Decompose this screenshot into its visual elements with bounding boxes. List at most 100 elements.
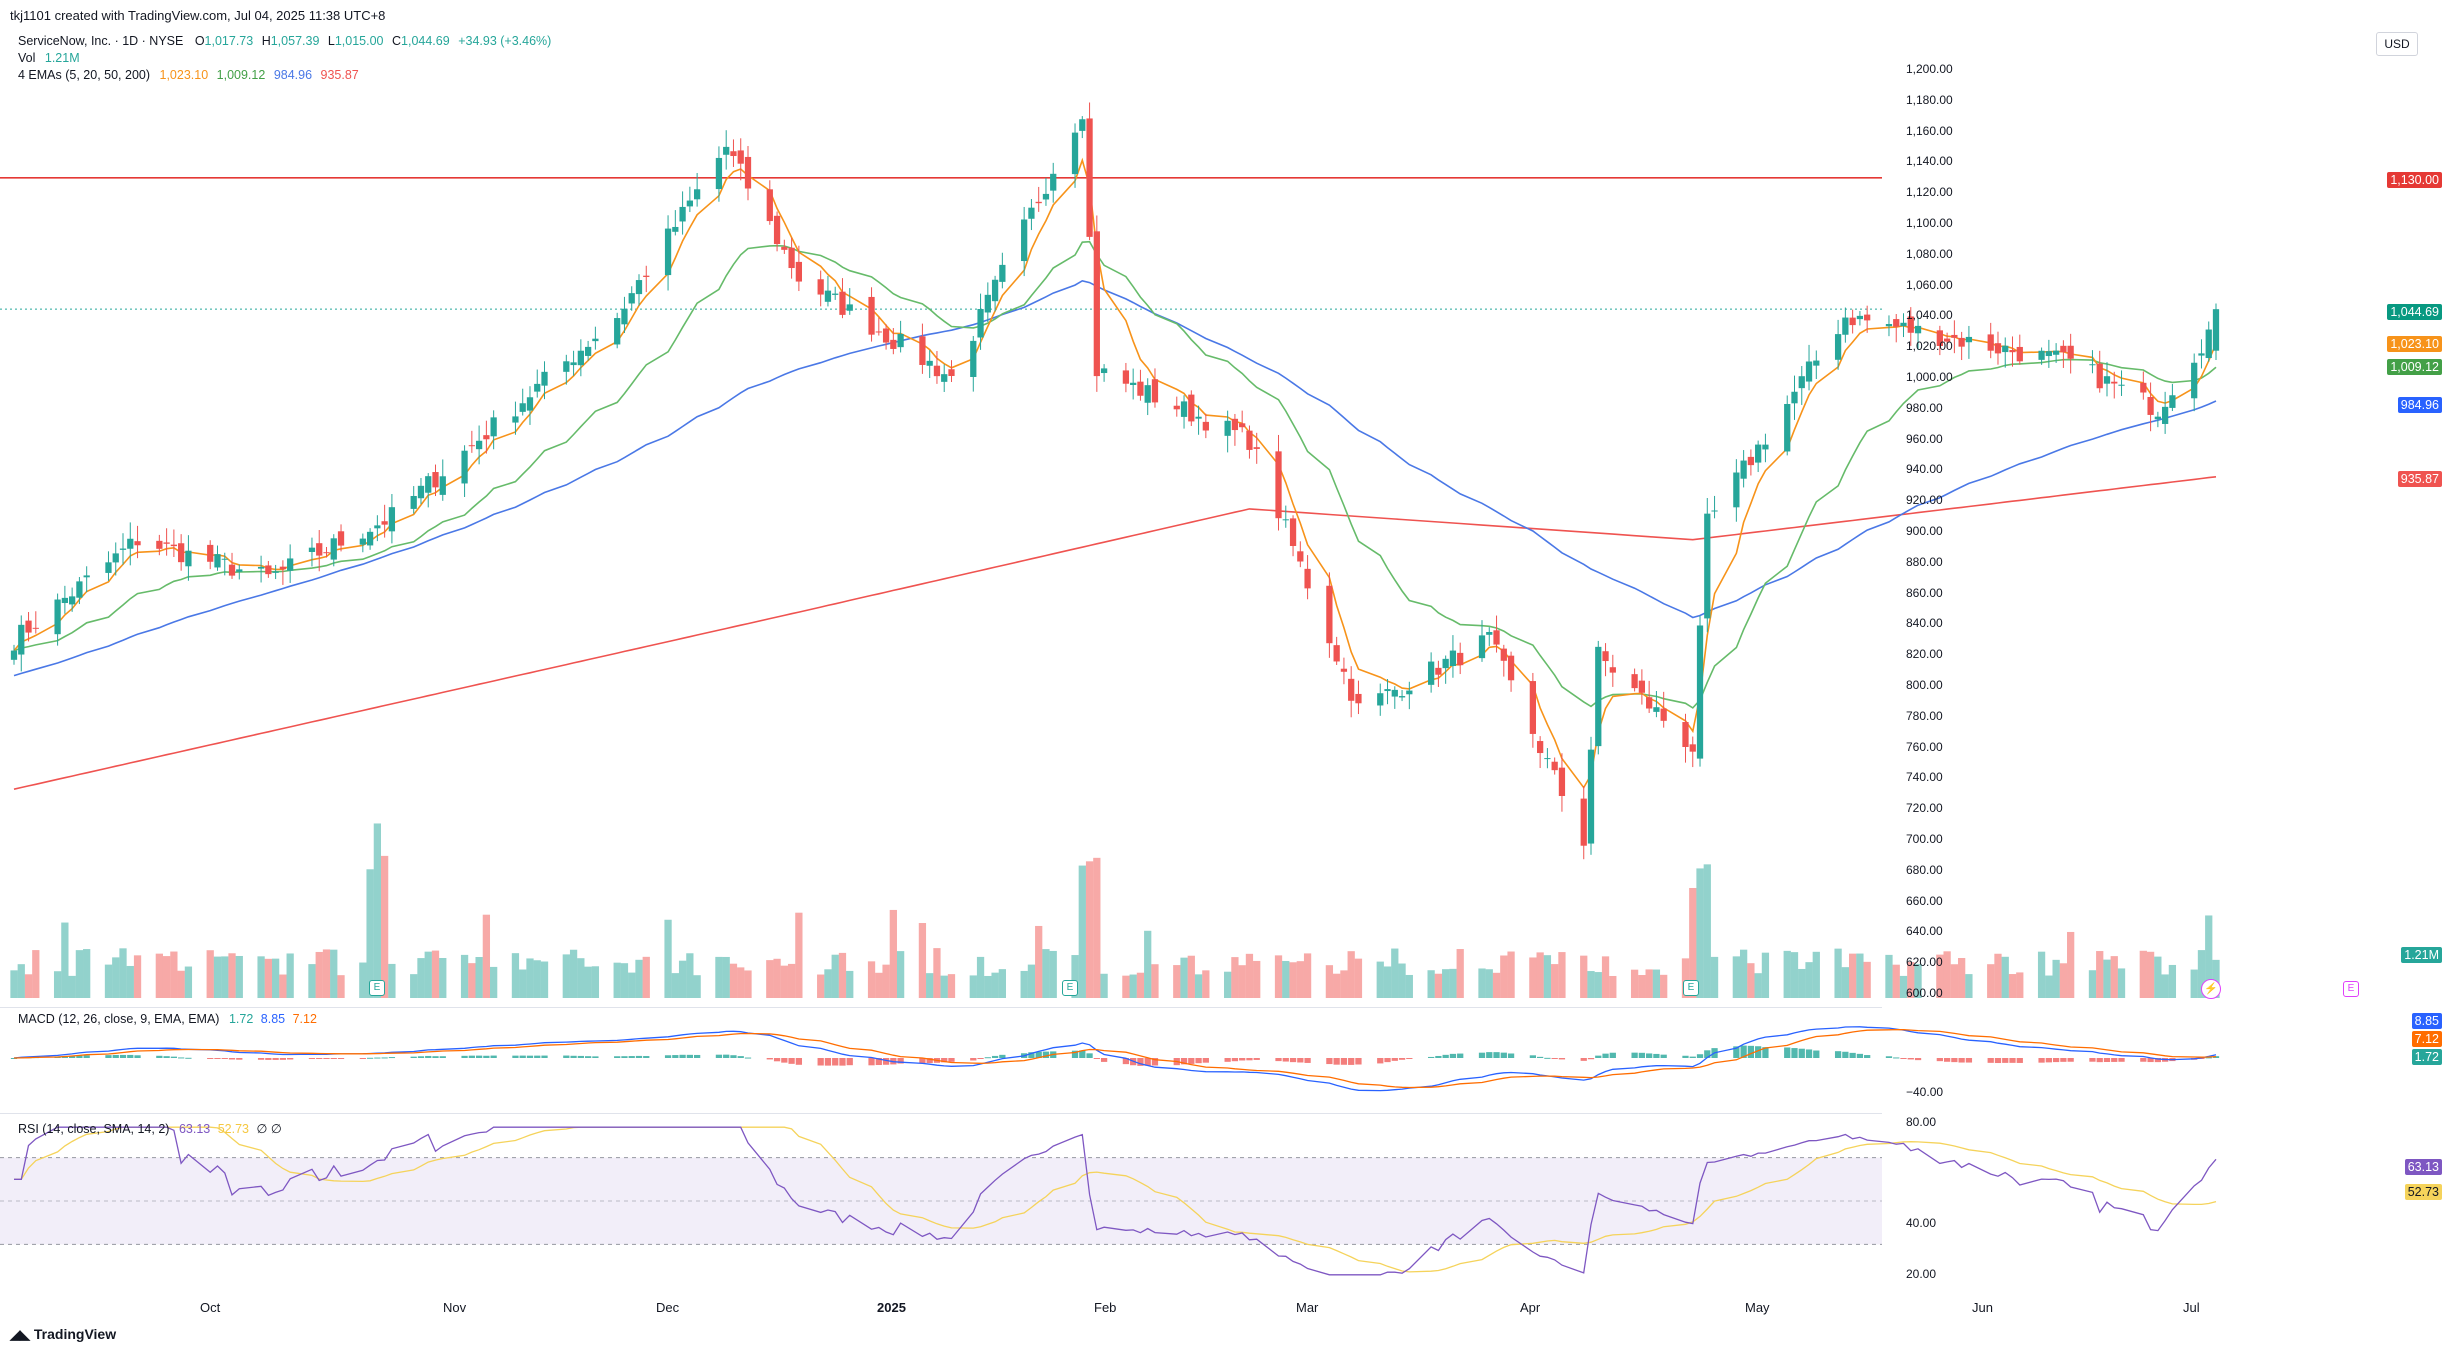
candle-body (563, 361, 570, 372)
symbol-legend[interactable]: ServiceNow, Inc. · 1D · NYSE O1,017.73 H… (18, 34, 551, 48)
volume-bar (2001, 956, 2009, 998)
macd-hist-bar (170, 1056, 178, 1058)
macd-signal-value: 7.12 (292, 1012, 317, 1026)
volume-bar (1601, 956, 1610, 998)
volume-bar (468, 963, 476, 998)
candle-body (614, 318, 621, 345)
macd-hist-bar (621, 1056, 628, 1058)
candle-body (1784, 403, 1791, 452)
pane-divider-macd[interactable] (0, 1007, 1882, 1008)
volume-bar (2161, 974, 2169, 998)
earnings-marker-jul[interactable]: E (2343, 981, 2359, 997)
macd-hist-bar (10, 1058, 18, 1059)
candle-body (468, 445, 475, 447)
macd-hist-bar (1079, 1050, 1086, 1058)
volume-bar (424, 951, 432, 998)
candle-body (846, 304, 853, 311)
macd-hist-bar (1275, 1058, 1282, 1062)
time-tick-mar: Mar (1296, 1300, 1319, 1315)
candle-body (1253, 447, 1260, 449)
earnings-marker-oct[interactable]: E (369, 980, 385, 996)
volume-bar (1783, 950, 1791, 998)
candle-body (1246, 430, 1253, 450)
pane-divider-rsi[interactable] (0, 1113, 1882, 1114)
macd-hist-bar (1035, 1051, 1042, 1058)
candle-body (490, 417, 497, 437)
ema200-tag: 935.87 (2397, 471, 2442, 487)
macd-tag-2: 7.12 (2411, 1031, 2442, 1047)
macd-hist-bar (221, 1058, 228, 1059)
volume-bar (722, 956, 730, 998)
volume-bar (926, 973, 934, 998)
candle-body (970, 340, 977, 377)
macd-hist-bar (2147, 1058, 2154, 1063)
volume-bar (737, 967, 745, 998)
candle-body (61, 597, 69, 604)
macd-hist-bar (1289, 1058, 1297, 1063)
macd-hist-bar (577, 1055, 584, 1058)
volume-bar (591, 966, 600, 998)
earnings-marker-apr[interactable]: E (1683, 980, 1699, 996)
ema-legend[interactable]: 4 EMAs (5, 20, 50, 200) 1,023.10 1,009.1… (18, 68, 359, 82)
price-tick: 640.00 (1906, 924, 1943, 939)
volume-bar (17, 964, 25, 998)
macd-hist-bar (875, 1058, 882, 1066)
price-tick: 1,180.00 (1906, 92, 1953, 107)
rsi-legend[interactable]: RSI (14, close, SMA, 14, 2) 63.13 52.73 … (18, 1121, 282, 1136)
candle-body (221, 558, 228, 560)
macd-hist-bar (1958, 1058, 1965, 1063)
candle-body (1856, 315, 1864, 320)
tradingview-footer[interactable]: ◢◣ TradingView (10, 1326, 116, 1343)
volume-bar (998, 969, 1006, 998)
candle-body (672, 226, 679, 232)
macd-hist-bar (2089, 1058, 2096, 1062)
macd-hist-bar (1137, 1058, 1144, 1066)
lightning-icon[interactable]: ⚡ (2201, 979, 2221, 999)
macd-hist-bar (287, 1058, 294, 1060)
candle-body (773, 215, 781, 244)
earnings-marker-jan[interactable]: E (1062, 980, 1078, 996)
volume-bar (184, 966, 193, 998)
volume-bar (824, 969, 832, 998)
candle-body (1595, 646, 1602, 747)
volume-bar (1333, 973, 1341, 998)
candle-body (410, 495, 417, 509)
volume-bar (1710, 956, 1719, 998)
volume-bar (1681, 958, 1690, 998)
macd-hist-bar (941, 1058, 948, 1063)
currency-button[interactable]: USD (2376, 32, 2418, 56)
macd-hist-bar (1587, 1058, 1595, 1060)
macd-hist-bar (207, 1058, 214, 1059)
candle-body (1631, 674, 1638, 689)
volume-bar (1936, 954, 1944, 998)
macd-hist-bar (1813, 1050, 1820, 1058)
volume-bar (2059, 963, 2068, 998)
price-tick: 980.00 (1906, 400, 1943, 415)
macd-hist-bar (1253, 1058, 1260, 1060)
volume-bar (315, 951, 323, 998)
price-tick: 700.00 (1906, 832, 1943, 846)
macd-legend[interactable]: MACD (12, 26, close, 9, EMA, EMA) 1.72 8… (18, 1012, 317, 1026)
candle-body (584, 346, 592, 356)
macd-hist-bar (1326, 1058, 1333, 1065)
candle-body (1849, 317, 1856, 326)
ema20-line (13, 240, 2217, 709)
macd-hist-bar (1740, 1045, 1747, 1058)
candle-body (1050, 173, 1057, 191)
macd-hist-bar (1755, 1046, 1762, 1058)
macd-hist-bar (2118, 1058, 2125, 1062)
candle-body (1544, 758, 1551, 760)
candle-body (1958, 337, 1965, 347)
ema50-path (13, 279, 2217, 677)
macd-hist-bar (265, 1058, 272, 1060)
volume-legend[interactable]: Vol 1.21M (18, 51, 80, 65)
candle-body (1755, 444, 1762, 463)
volume-bar (1856, 953, 1864, 998)
macd-hist-bar (1914, 1058, 1922, 1061)
macd-hist-bar (1762, 1047, 1769, 1058)
candle-body (1086, 118, 1093, 237)
high-label: H (261, 34, 271, 48)
price-tick: 800.00 (1906, 678, 1943, 692)
volume-bar (562, 954, 570, 998)
